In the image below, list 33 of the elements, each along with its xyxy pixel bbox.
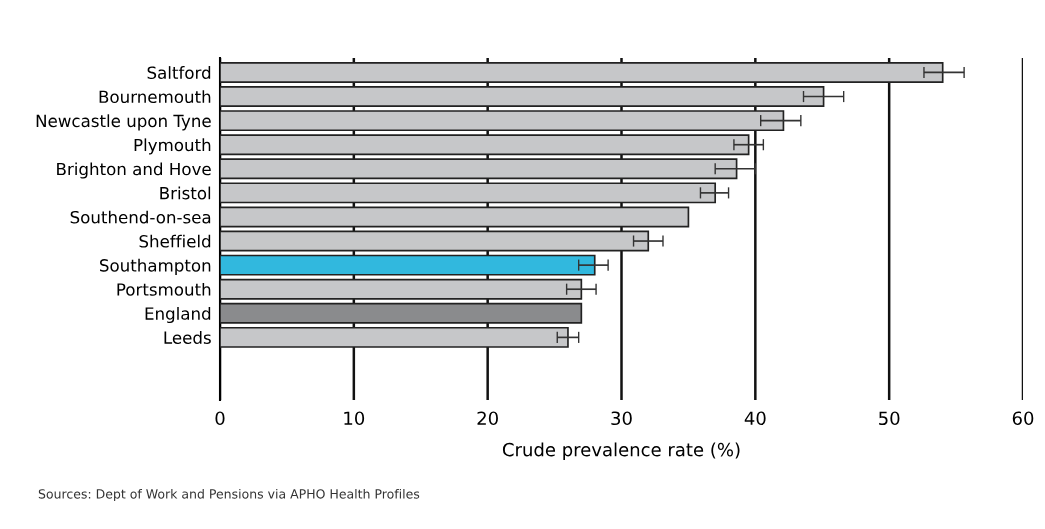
bar bbox=[220, 278, 583, 300]
x-tick-label: 60 bbox=[1012, 411, 1034, 426]
y-tick-label: Newcastle upon Tyne bbox=[36, 114, 211, 131]
y-tick-label: Portsmouth bbox=[117, 282, 211, 296]
x-tick-label: 10 bbox=[344, 411, 365, 426]
y-tick-label: Brighton and Hove bbox=[57, 162, 211, 179]
x-tick-label: 40 bbox=[744, 411, 766, 426]
x-tick-label: 0 bbox=[215, 411, 225, 426]
y-tick-label: England bbox=[145, 306, 211, 324]
x-tick-label: 20 bbox=[477, 411, 498, 426]
y-tick-label: Bristol bbox=[160, 186, 211, 200]
source-note: Sources: Dept of Work and Pensions via APHO Health Profiles bbox=[38, 488, 420, 502]
y-tick-label: Leeds bbox=[164, 331, 211, 344]
y-tick-label: Bournemouth bbox=[99, 90, 211, 104]
x-tick-label: 30 bbox=[611, 411, 632, 426]
bar bbox=[220, 302, 583, 324]
y-tick-label: Sheffield bbox=[139, 234, 211, 248]
y-tick-label: Southend-on-sea bbox=[70, 210, 211, 224]
bar bbox=[220, 326, 569, 348]
bar bbox=[220, 110, 785, 132]
bar bbox=[220, 230, 650, 252]
bar bbox=[220, 182, 717, 204]
y-tick-label: Plymouth bbox=[134, 138, 211, 155]
bar bbox=[220, 61, 944, 83]
bar bbox=[220, 158, 738, 180]
bar bbox=[220, 254, 596, 276]
bar bbox=[220, 86, 825, 108]
y-tick-label: Southampton bbox=[100, 258, 211, 275]
bar bbox=[220, 134, 750, 156]
x-tick-label: 50 bbox=[879, 411, 900, 426]
x-axis-title: Crude prevalence rate (%) bbox=[502, 442, 740, 460]
bar bbox=[220, 206, 690, 228]
y-tick-label: Saltford bbox=[147, 66, 211, 80]
